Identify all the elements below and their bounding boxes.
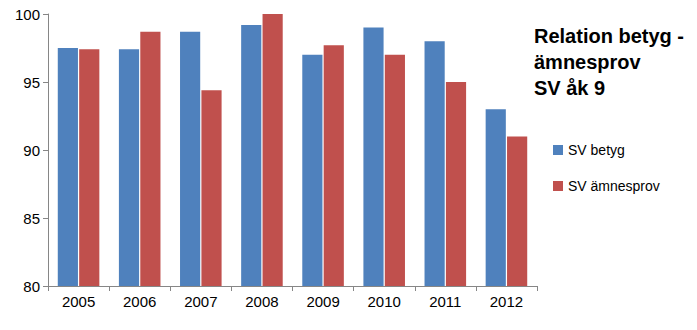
svg-text:85: 85 [23,210,40,227]
svg-text:2005: 2005 [62,293,95,310]
svg-text:SV åk 9: SV åk 9 [534,77,605,99]
svg-text:95: 95 [23,74,40,91]
svg-text:2011: 2011 [429,293,461,310]
svg-text:SV betyg: SV betyg [568,142,625,158]
svg-text:100: 100 [15,6,40,23]
svg-text:2006: 2006 [123,293,156,310]
svg-text:2010: 2010 [368,293,401,310]
svg-text:2009: 2009 [306,293,339,310]
svg-text:90: 90 [23,142,40,159]
svg-text:Relation betyg -: Relation betyg - [534,25,684,47]
svg-text:2008: 2008 [245,293,278,310]
svg-text:ämnesprov: ämnesprov [534,51,642,73]
svg-text:80: 80 [23,278,40,295]
svg-text:SV ämnesprov: SV ämnesprov [568,178,660,194]
svg-text:2007: 2007 [184,293,217,310]
svg-text:2012: 2012 [490,293,523,310]
